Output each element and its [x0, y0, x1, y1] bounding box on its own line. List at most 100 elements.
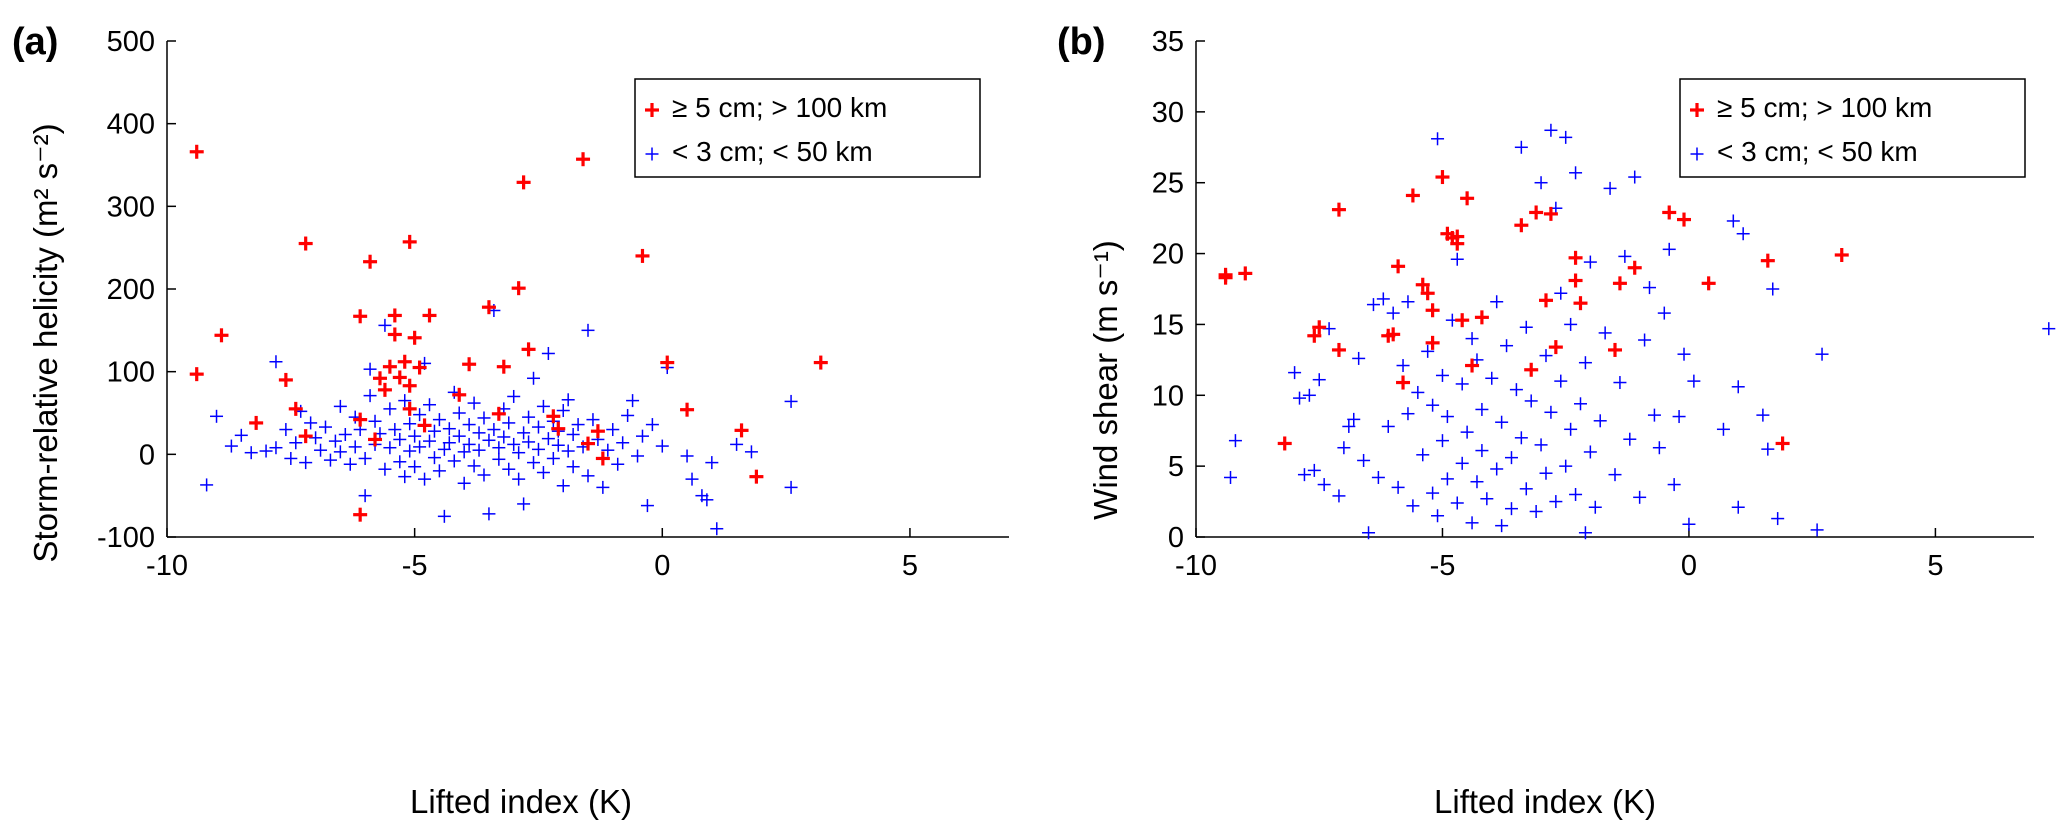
data-point-small-hail: [1687, 374, 1701, 388]
data-point-small-hail: [1224, 470, 1238, 484]
data-point-small-hail: [606, 423, 620, 437]
data-point-large-hail: [1312, 320, 1327, 335]
data-point-small-hail: [472, 426, 486, 440]
data-point-large-hail: [382, 359, 397, 374]
data-point-small-hail: [1386, 306, 1400, 320]
data-point-small-hail: [685, 472, 699, 486]
data-point-small-hail: [338, 427, 352, 441]
data-point-small-hail: [1426, 486, 1440, 500]
data-point-small-hail: [432, 464, 446, 478]
data-point-small-hail: [383, 402, 397, 416]
data-point-small-hail: [581, 323, 595, 337]
panel-a-legend-label-large: ≥ 5 cm; > 100 km: [672, 92, 887, 123]
data-point-small-hail: [1352, 351, 1366, 365]
data-point-small-hail: [536, 399, 550, 413]
data-point-large-hail: [1425, 335, 1440, 350]
data-point-small-hail: [1731, 380, 1745, 394]
data-point-small-hail: [1549, 495, 1563, 509]
data-point-small-hail: [304, 416, 318, 430]
legend-marker-small: [1690, 147, 1704, 161]
data-point-small-hail: [403, 444, 417, 458]
y-tick-label: 300: [107, 191, 155, 223]
data-point-large-hail: [546, 409, 561, 424]
data-point-small-hail: [1347, 412, 1361, 426]
data-point-small-hail: [1406, 499, 1420, 513]
data-point-small-hail: [437, 442, 451, 456]
panel-a-legend-marker-red: [645, 103, 659, 117]
data-point-small-hail: [561, 393, 575, 407]
legend-marker-large: [645, 103, 659, 117]
data-point-small-hail: [333, 399, 347, 413]
data-point-small-hail: [413, 440, 427, 454]
panel-b-legend-label-small: < 3 cm; < 50 km: [1717, 136, 1918, 167]
data-point-small-hail: [1766, 282, 1780, 296]
data-point-small-hail: [1726, 214, 1740, 228]
data-point-small-hail: [442, 422, 456, 436]
data-point-small-hail: [1583, 255, 1597, 269]
data-point-small-hail: [309, 431, 323, 445]
data-point-small-hail: [437, 509, 451, 523]
data-point-small-hail: [393, 432, 407, 446]
data-point-small-hail: [1416, 448, 1430, 462]
data-point-small-hail: [1500, 339, 1514, 353]
data-point-small-hail: [1495, 519, 1509, 533]
data-point-large-hail: [1435, 170, 1450, 185]
data-point-small-hail: [427, 424, 441, 438]
data-point-small-hail: [333, 445, 347, 459]
data-point-small-hail: [467, 459, 481, 473]
panel-a-data-points: [189, 144, 828, 536]
data-point-small-hail: [1465, 332, 1479, 346]
data-point-small-hail: [1524, 394, 1538, 408]
data-point-small-hail: [705, 456, 719, 470]
panel-b-legend-label-large: ≥ 5 cm; > 100 km: [1717, 92, 1932, 123]
data-point-small-hail: [1337, 441, 1351, 455]
data-point-small-hail: [432, 413, 446, 427]
data-point-large-hail: [1460, 191, 1475, 206]
data-point-small-hail: [1771, 512, 1785, 526]
data-point-large-hail: [1396, 375, 1411, 390]
data-point-small-hail: [1652, 441, 1666, 455]
data-point-small-hail: [596, 480, 610, 494]
data-point-large-hail: [462, 357, 477, 372]
data-point-small-hail: [581, 469, 595, 483]
data-point-large-hail: [1238, 266, 1253, 281]
data-point-small-hail: [1756, 408, 1770, 422]
data-point-small-hail: [621, 408, 635, 422]
data-point-small-hail: [1357, 453, 1371, 467]
data-point-small-hail: [1564, 317, 1578, 331]
data-point-small-hail: [566, 427, 580, 441]
panel-b-label: (b): [1057, 21, 1106, 63]
data-point-small-hail: [1677, 347, 1691, 361]
data-point-small-hail: [1593, 414, 1607, 428]
y-tick-label: 100: [107, 357, 155, 389]
data-point-large-hail: [749, 469, 764, 484]
data-point-large-hail: [214, 328, 229, 343]
data-point-large-hail: [1405, 188, 1420, 203]
x-tick-label: -10: [146, 550, 188, 582]
data-point-large-hail: [496, 359, 511, 374]
data-point-small-hail: [700, 493, 714, 507]
data-point-small-hail: [546, 451, 560, 465]
data-point-large-hail: [1543, 206, 1558, 221]
data-point-small-hail: [730, 437, 744, 451]
data-point-small-hail: [200, 478, 214, 492]
data-point-small-hail: [1598, 326, 1612, 340]
data-point-small-hail: [512, 472, 526, 486]
data-point-small-hail: [1638, 333, 1652, 347]
data-point-small-hail: [1657, 306, 1671, 320]
data-point-large-hail: [581, 436, 595, 451]
data-point-small-hail: [358, 489, 372, 503]
x-tick-label: 0: [654, 550, 670, 582]
data-point-small-hail: [1647, 408, 1661, 422]
data-point-small-hail: [1288, 366, 1302, 380]
data-point-large-hail: [660, 355, 675, 370]
data-point-large-hail: [412, 360, 427, 375]
data-point-large-hail: [595, 451, 610, 466]
panel-b-axes: [1195, 41, 2034, 538]
data-point-large-hail: [1331, 342, 1346, 357]
data-point-small-hail: [1366, 298, 1380, 312]
data-point-large-hail: [576, 152, 591, 167]
data-point-large-hail: [422, 308, 437, 323]
data-point-large-hail: [1415, 277, 1430, 292]
data-point-small-hail: [1342, 419, 1356, 433]
